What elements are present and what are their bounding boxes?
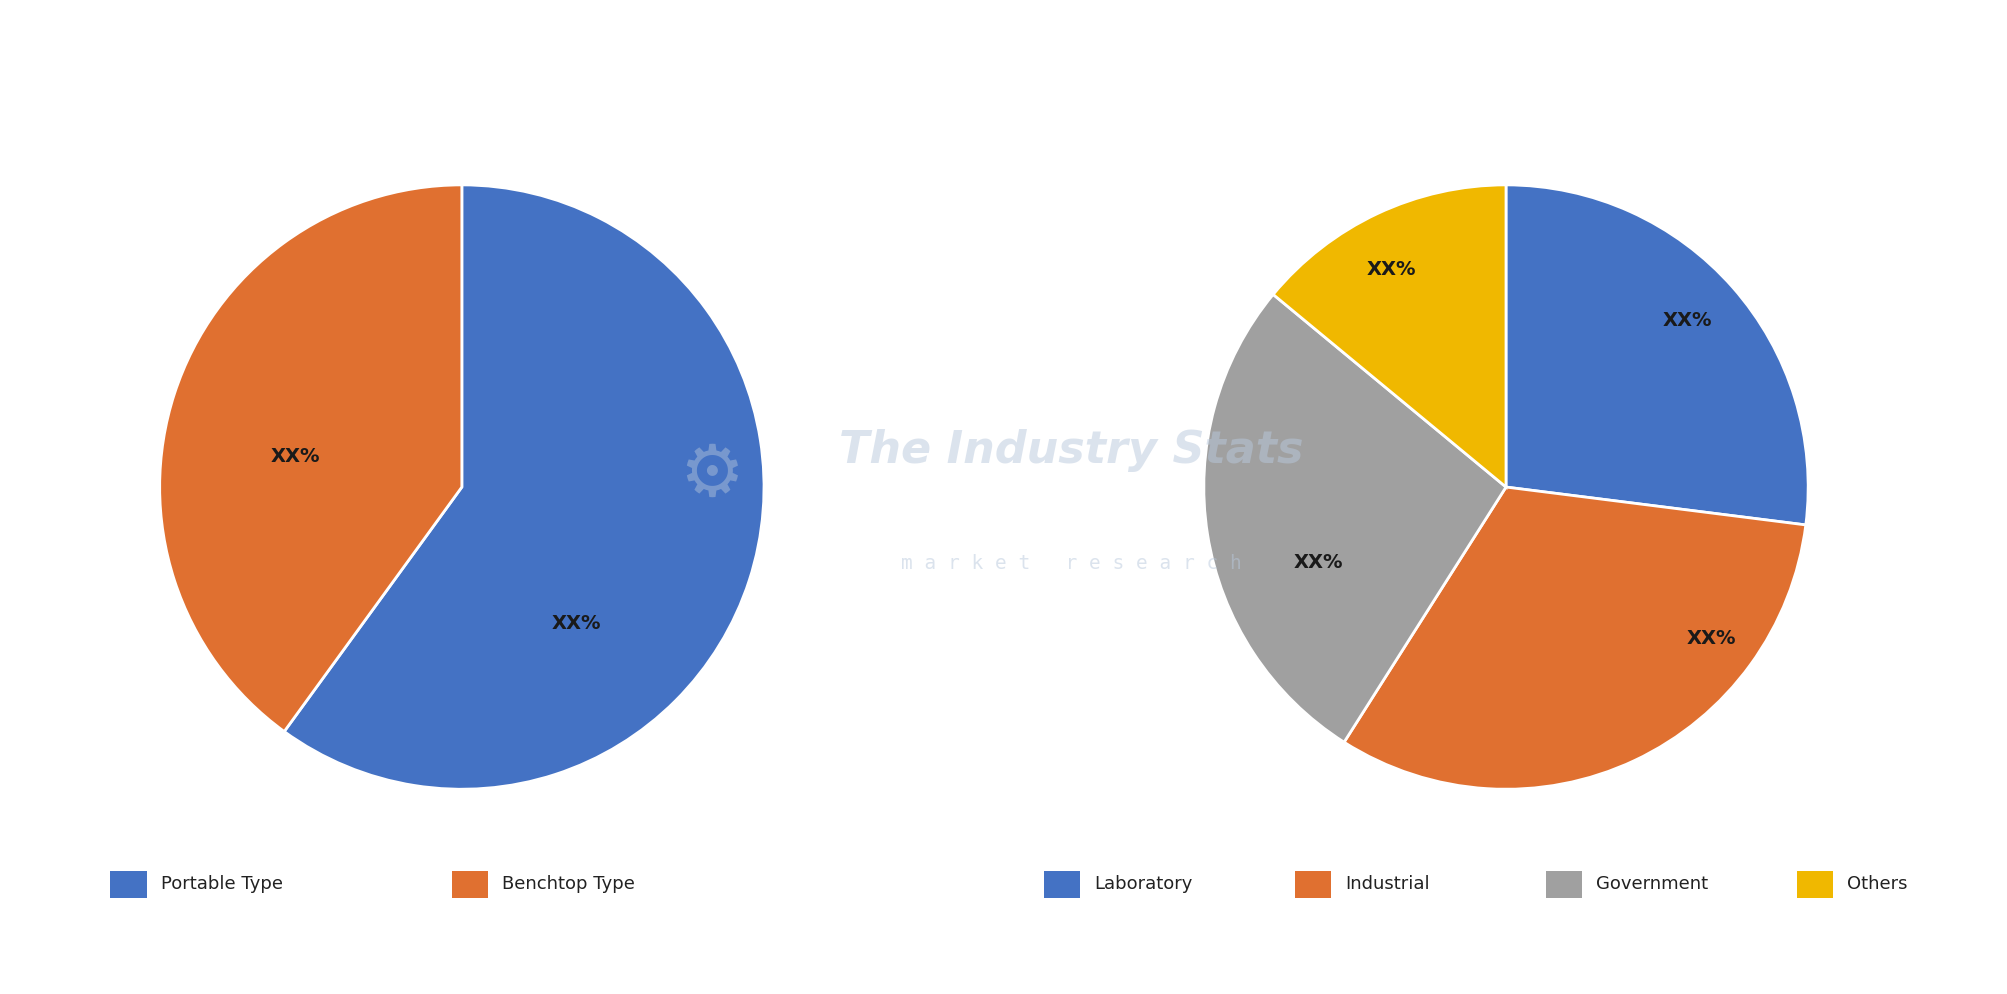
Wedge shape <box>1272 185 1505 487</box>
Text: Email: sales@theindustrystats.com: Email: sales@theindustrystats.com <box>839 951 1168 969</box>
Text: ⚙: ⚙ <box>678 442 745 511</box>
Text: Government: Government <box>1596 875 1708 894</box>
Wedge shape <box>1204 294 1505 743</box>
Text: Fig. Global Water Quality Monitor Market Share by Product Types & Application: Fig. Global Water Quality Monitor Market… <box>24 38 1168 66</box>
Text: XX%: XX% <box>552 613 602 632</box>
Text: Source: Theindustrystats Analysis: Source: Theindustrystats Analysis <box>24 951 343 969</box>
Wedge shape <box>1343 487 1804 789</box>
Text: XX%: XX% <box>1662 311 1712 330</box>
Text: Benchtop Type: Benchtop Type <box>502 875 634 894</box>
Wedge shape <box>285 185 763 789</box>
Wedge shape <box>161 185 462 732</box>
Text: XX%: XX% <box>1686 628 1736 648</box>
Bar <box>1044 871 1080 898</box>
Text: Website: www.theindustrystats.com: Website: www.theindustrystats.com <box>1642 951 1983 969</box>
Bar <box>452 871 488 898</box>
Text: Portable Type: Portable Type <box>161 875 283 894</box>
Bar <box>110 871 147 898</box>
Text: XX%: XX% <box>1293 553 1343 573</box>
Wedge shape <box>1505 185 1806 525</box>
Text: Others: Others <box>1846 875 1907 894</box>
Text: The Industry Stats: The Industry Stats <box>839 428 1303 472</box>
Text: m a r k e t   r e s e a r c h: m a r k e t r e s e a r c h <box>901 554 1240 574</box>
Text: XX%: XX% <box>271 447 321 466</box>
Text: Laboratory: Laboratory <box>1094 875 1192 894</box>
Text: XX%: XX% <box>1365 260 1415 279</box>
Text: Industrial: Industrial <box>1345 875 1429 894</box>
Bar <box>1796 871 1832 898</box>
Bar <box>1295 871 1331 898</box>
Bar <box>1545 871 1582 898</box>
